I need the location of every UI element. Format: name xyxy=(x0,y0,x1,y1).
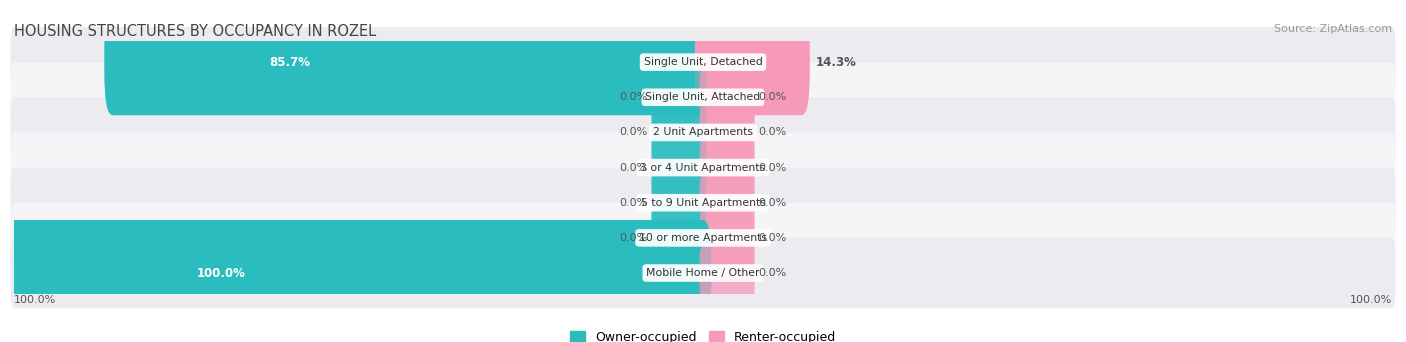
Text: 0.0%: 0.0% xyxy=(620,233,648,243)
Text: 0.0%: 0.0% xyxy=(758,162,786,173)
Text: 0.0%: 0.0% xyxy=(620,198,648,208)
Text: 14.3%: 14.3% xyxy=(815,56,856,69)
FancyBboxPatch shape xyxy=(700,139,755,196)
Text: Mobile Home / Other: Mobile Home / Other xyxy=(647,268,759,278)
Text: Single Unit, Attached: Single Unit, Attached xyxy=(645,92,761,102)
FancyBboxPatch shape xyxy=(695,9,810,115)
Text: Single Unit, Detached: Single Unit, Detached xyxy=(644,57,762,67)
Text: 3 or 4 Unit Apartments: 3 or 4 Unit Apartments xyxy=(641,162,765,173)
Text: 0.0%: 0.0% xyxy=(620,128,648,137)
Text: 10 or more Apartments: 10 or more Apartments xyxy=(638,233,768,243)
FancyBboxPatch shape xyxy=(6,220,711,326)
Text: 2 Unit Apartments: 2 Unit Apartments xyxy=(652,128,754,137)
FancyBboxPatch shape xyxy=(11,62,1395,132)
FancyBboxPatch shape xyxy=(651,69,706,126)
Text: 85.7%: 85.7% xyxy=(269,56,311,69)
FancyBboxPatch shape xyxy=(11,238,1395,308)
FancyBboxPatch shape xyxy=(700,245,755,302)
Text: 100.0%: 100.0% xyxy=(197,266,245,279)
FancyBboxPatch shape xyxy=(651,209,706,266)
FancyBboxPatch shape xyxy=(651,139,706,196)
FancyBboxPatch shape xyxy=(11,132,1395,203)
FancyBboxPatch shape xyxy=(700,174,755,231)
FancyBboxPatch shape xyxy=(651,104,706,161)
Text: 0.0%: 0.0% xyxy=(758,268,786,278)
Text: HOUSING STRUCTURES BY OCCUPANCY IN ROZEL: HOUSING STRUCTURES BY OCCUPANCY IN ROZEL xyxy=(14,24,377,39)
Legend: Owner-occupied, Renter-occupied: Owner-occupied, Renter-occupied xyxy=(569,331,837,342)
Text: 0.0%: 0.0% xyxy=(758,92,786,102)
FancyBboxPatch shape xyxy=(104,9,711,115)
Text: 5 to 9 Unit Apartments: 5 to 9 Unit Apartments xyxy=(641,198,765,208)
FancyBboxPatch shape xyxy=(11,168,1395,238)
Text: 0.0%: 0.0% xyxy=(620,92,648,102)
Text: 0.0%: 0.0% xyxy=(620,162,648,173)
Text: 0.0%: 0.0% xyxy=(758,233,786,243)
FancyBboxPatch shape xyxy=(651,174,706,231)
Text: Source: ZipAtlas.com: Source: ZipAtlas.com xyxy=(1274,24,1392,34)
FancyBboxPatch shape xyxy=(700,209,755,266)
FancyBboxPatch shape xyxy=(700,69,755,126)
Text: 0.0%: 0.0% xyxy=(758,198,786,208)
Text: 0.0%: 0.0% xyxy=(758,128,786,137)
Text: 100.0%: 100.0% xyxy=(14,295,56,305)
FancyBboxPatch shape xyxy=(11,97,1395,168)
FancyBboxPatch shape xyxy=(11,203,1395,273)
Text: 100.0%: 100.0% xyxy=(1350,295,1392,305)
FancyBboxPatch shape xyxy=(700,104,755,161)
FancyBboxPatch shape xyxy=(11,27,1395,97)
